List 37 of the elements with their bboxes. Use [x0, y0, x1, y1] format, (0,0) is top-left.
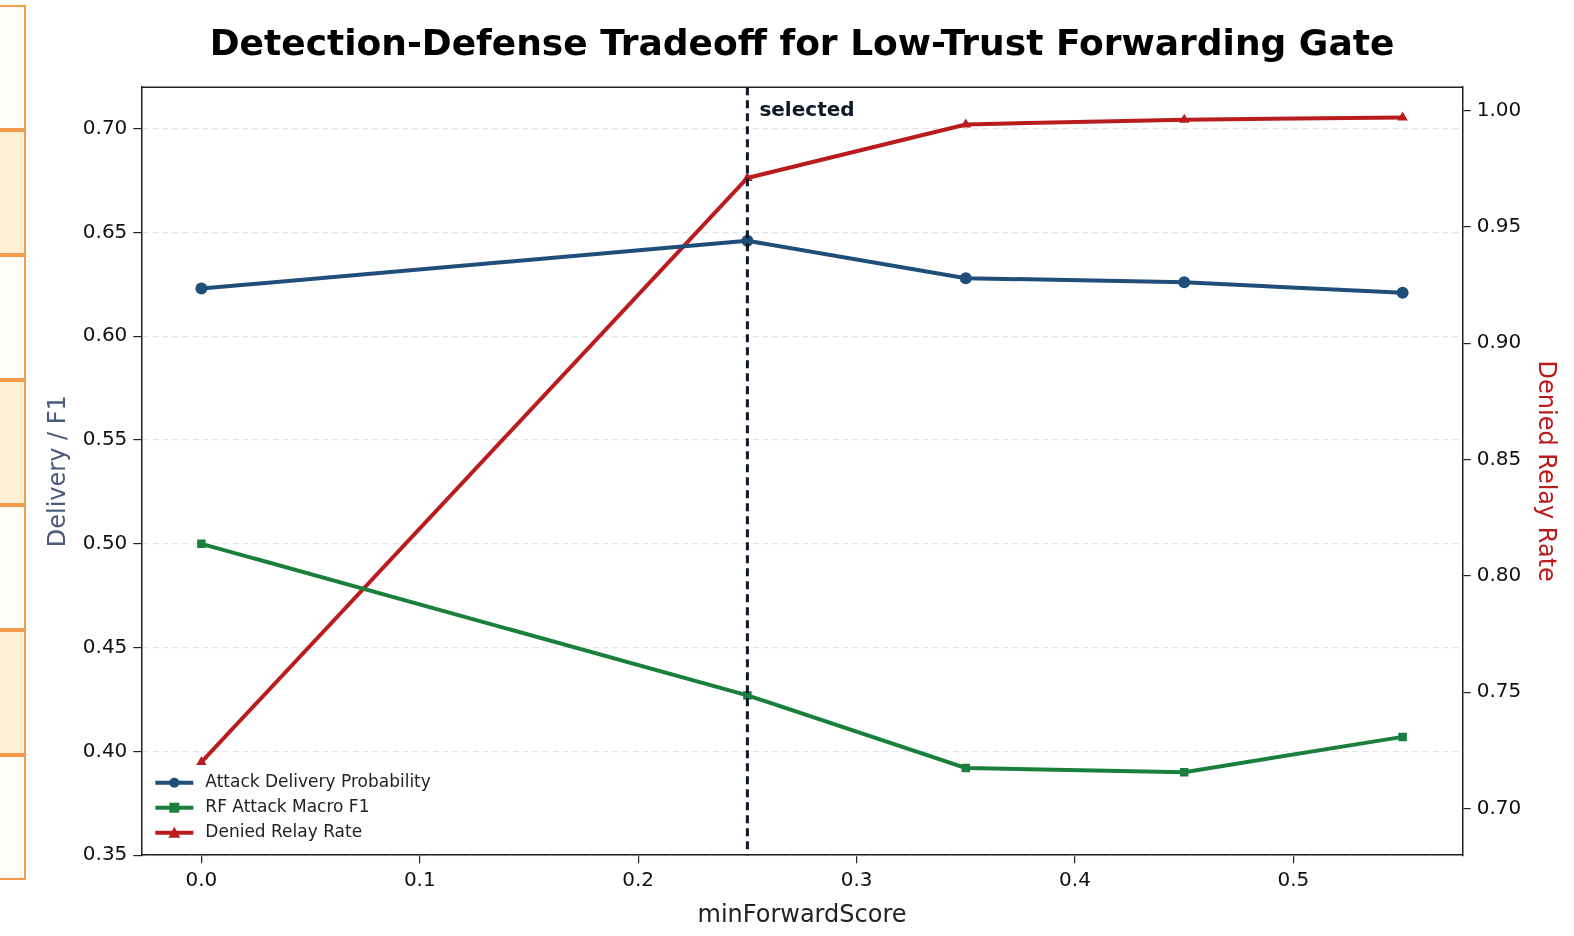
- legend-label: RF Attack Macro F1: [205, 796, 370, 817]
- y-tick-label: 0.35: [82, 841, 128, 866]
- x-tick-label: 0.2: [622, 867, 655, 892]
- point: [197, 539, 206, 549]
- y2-tick-label: 0.85: [1476, 445, 1522, 470]
- x-axis-title: minForwardScore: [697, 899, 907, 928]
- y-tick-label: 0.50: [82, 530, 128, 555]
- y-tick-label: 0.65: [82, 218, 128, 243]
- y-tick-label: 0.45: [82, 633, 128, 658]
- y2-tick-label: 0.80: [1476, 562, 1522, 587]
- point: [1178, 276, 1191, 289]
- y2-tick-label: 0.95: [1476, 213, 1522, 238]
- y2-tick-label: 0.90: [1476, 329, 1522, 354]
- x-tick-label: 0.1: [403, 867, 436, 892]
- point: [195, 282, 208, 295]
- chart-title: Detection-Defense Tradeoff for Low-Trust Forwarding Gate: [209, 21, 1395, 63]
- point: [1396, 286, 1409, 299]
- x-tick-label: 0.4: [1059, 867, 1091, 892]
- legend-label: Denied Relay Rate: [205, 821, 363, 842]
- y-tick-label: 0.40: [82, 737, 128, 762]
- ref-line-label: selected: [759, 97, 855, 122]
- point: [196, 756, 207, 766]
- x-tick-label: 0.0: [185, 867, 218, 892]
- legend-label: Attack Delivery Probability: [205, 771, 431, 792]
- y-tick-label: 0.55: [82, 426, 128, 451]
- y2-axis-title: Denied Relay Rate: [1533, 360, 1562, 582]
- x-tick-label: 0.5: [1277, 867, 1310, 892]
- y2-tick-label: 0.75: [1476, 678, 1522, 703]
- point: [959, 272, 972, 285]
- y-tick-label: 0.60: [82, 322, 128, 347]
- point: [1398, 732, 1407, 742]
- y2-tick-label: 0.70: [1476, 794, 1522, 819]
- y2-tick-label: 1.00: [1476, 96, 1522, 121]
- y-axis-title: Delivery / F1: [42, 395, 71, 548]
- y-tick-label: 0.70: [82, 114, 128, 139]
- point: [1179, 113, 1190, 123]
- x-tick-label: 0.3: [840, 867, 873, 892]
